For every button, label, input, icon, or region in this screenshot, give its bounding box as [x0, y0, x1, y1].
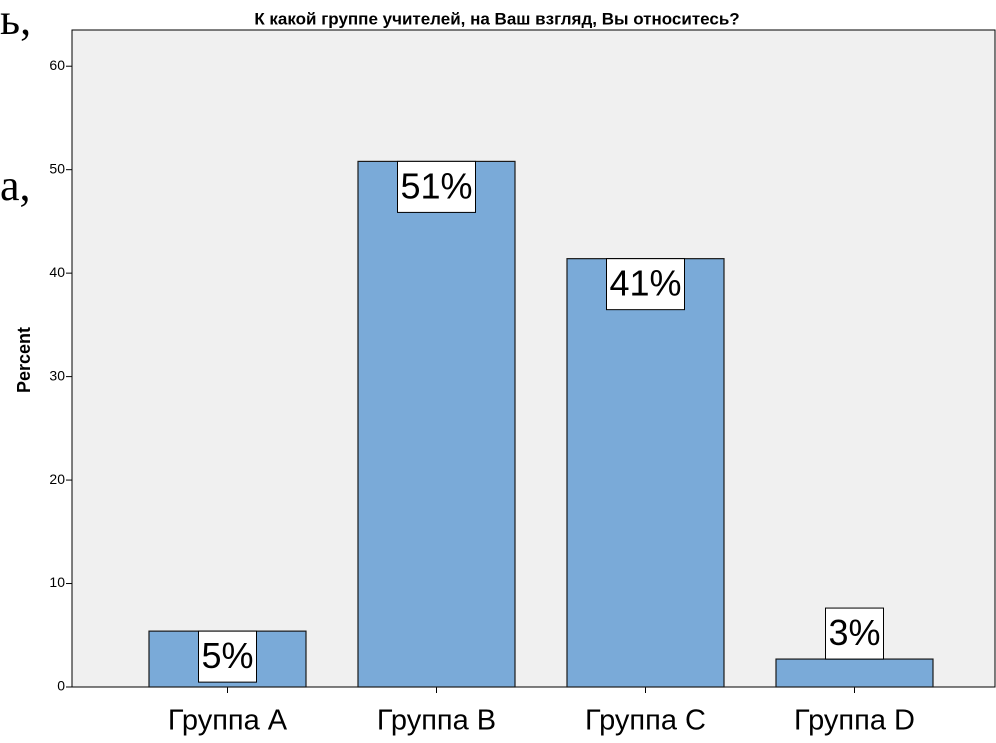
value-label-box: [825, 607, 884, 660]
y-tick-label: 40: [49, 264, 65, 280]
value-label: 3%: [828, 612, 880, 653]
x-tick-label: Группа C: [585, 705, 706, 737]
background-text: ь,: [0, 0, 31, 44]
y-tick-label: 0: [57, 678, 65, 694]
x-tick-label: Группа D: [794, 705, 915, 737]
y-tick-label: 20: [49, 471, 65, 487]
x-tick-label: Группа A: [168, 705, 288, 737]
value-label-box: [606, 258, 685, 311]
y-tick-label: 50: [49, 160, 65, 176]
background-text: а,: [0, 161, 31, 210]
bar: [775, 658, 934, 688]
y-tick-label: 10: [49, 574, 65, 590]
value-label: 51%: [400, 165, 472, 206]
x-tick-label: Группа B: [377, 705, 496, 737]
plot-area: [71, 29, 996, 688]
y-tick-label: 30: [49, 367, 65, 383]
value-label: 5%: [201, 635, 253, 676]
chart-title: К какой группе учителей, на Ваш взгляд, …: [254, 9, 739, 28]
y-tick-label: 60: [49, 57, 65, 73]
value-label: 41%: [609, 263, 681, 304]
y-axis-label: Percent: [14, 327, 34, 393]
value-label-box: [397, 160, 476, 213]
value-label-box: [198, 630, 257, 683]
bar: [566, 258, 725, 688]
bar: [357, 160, 516, 688]
